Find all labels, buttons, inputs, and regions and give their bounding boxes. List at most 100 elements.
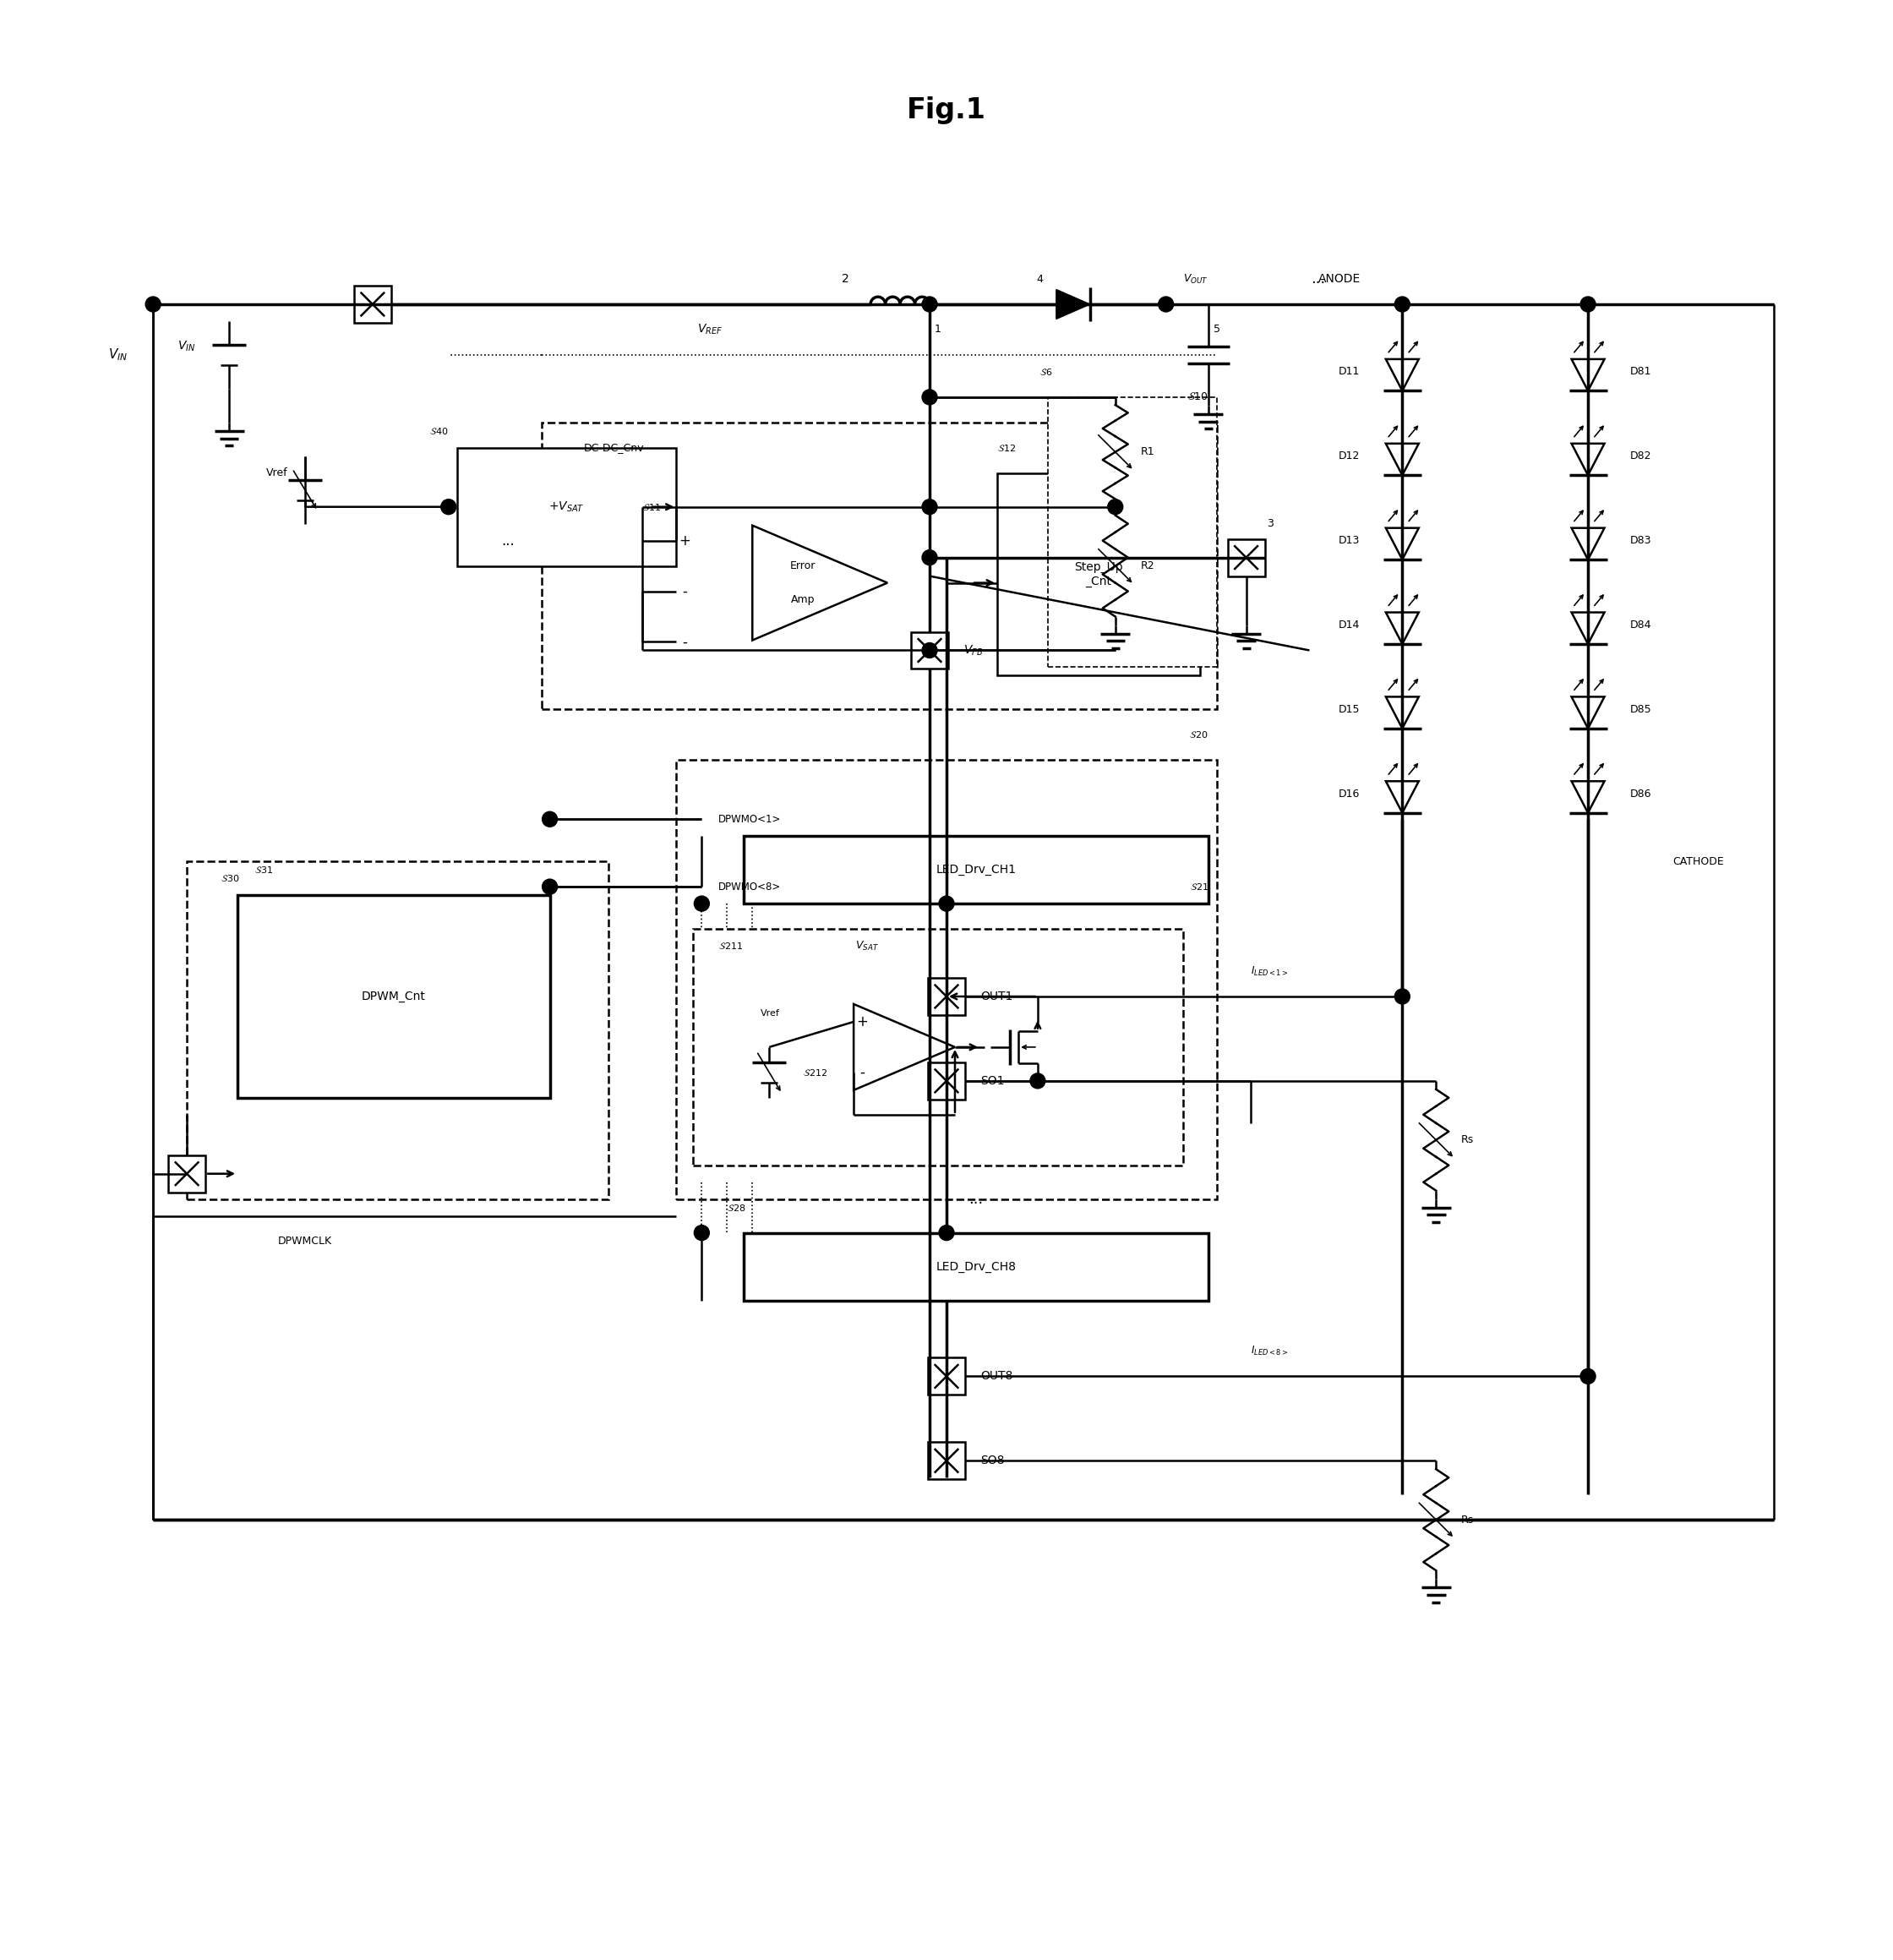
- Polygon shape: [1056, 290, 1090, 319]
- Text: $\mathcal{S}$6: $\mathcal{S}$6: [1039, 367, 1053, 376]
- Text: $\mathcal{S}$12: $\mathcal{S}$12: [998, 443, 1017, 453]
- Bar: [693, 929, 1183, 1166]
- Bar: [237, 896, 549, 1098]
- Bar: [168, 1154, 206, 1192]
- Text: Error: Error: [789, 561, 816, 572]
- Text: $V_{IN}$: $V_{IN}$: [178, 339, 195, 353]
- Text: Step_Up
_Cnt: Step_Up _Cnt: [1073, 563, 1123, 588]
- Text: 4: 4: [1035, 274, 1043, 284]
- Text: SO1: SO1: [981, 1074, 1005, 1086]
- Bar: [1049, 398, 1217, 666]
- Circle shape: [541, 880, 557, 894]
- Text: $I_{LED<1>}$: $I_{LED<1>}$: [1251, 964, 1287, 978]
- Circle shape: [922, 643, 937, 659]
- Bar: [187, 860, 610, 1200]
- Text: $\mathcal{S}$21: $\mathcal{S}$21: [1189, 882, 1208, 892]
- Circle shape: [1581, 296, 1596, 312]
- Text: -: -: [859, 1064, 865, 1080]
- Text: -: -: [681, 584, 687, 600]
- Text: Rs: Rs: [1461, 1515, 1475, 1525]
- Text: 3: 3: [1266, 517, 1274, 529]
- Text: D81: D81: [1630, 367, 1653, 376]
- Text: 2: 2: [842, 272, 848, 284]
- Text: ...: ...: [969, 1192, 982, 1207]
- Bar: [911, 631, 948, 668]
- Text: Vref: Vref: [267, 468, 288, 478]
- Bar: [354, 286, 392, 323]
- Text: Amp: Amp: [791, 594, 816, 606]
- Text: R1: R1: [1141, 447, 1155, 457]
- Text: D16: D16: [1338, 788, 1359, 800]
- Text: D11: D11: [1338, 367, 1359, 376]
- Text: D82: D82: [1630, 451, 1653, 463]
- Text: D83: D83: [1630, 535, 1653, 547]
- Circle shape: [541, 811, 557, 827]
- Text: +: +: [856, 1013, 869, 1029]
- Text: D85: D85: [1630, 704, 1653, 715]
- Bar: [744, 1233, 1208, 1299]
- Circle shape: [922, 551, 937, 564]
- Text: LED_Drv_CH8: LED_Drv_CH8: [935, 1260, 1017, 1272]
- Bar: [928, 1062, 965, 1100]
- Text: D13: D13: [1338, 535, 1359, 547]
- Text: $\mathcal{S}$10: $\mathcal{S}$10: [1187, 392, 1208, 402]
- Text: +: +: [680, 533, 691, 549]
- Text: $I_{LED<8>}$: $I_{LED<8>}$: [1251, 1345, 1287, 1358]
- Text: $\mathcal{S}$11: $\mathcal{S}$11: [642, 502, 661, 512]
- Text: ANODE: ANODE: [1318, 272, 1361, 284]
- Circle shape: [939, 896, 954, 911]
- Text: $\mathcal{S}$28: $\mathcal{S}$28: [727, 1201, 746, 1213]
- Circle shape: [1107, 500, 1123, 514]
- Bar: [998, 472, 1200, 676]
- Circle shape: [1159, 296, 1174, 312]
- Text: $\mathcal{S}$212: $\mathcal{S}$212: [803, 1068, 827, 1078]
- Text: $V_{REF}$: $V_{REF}$: [697, 323, 723, 337]
- Text: D12: D12: [1338, 451, 1359, 463]
- Text: $\mathcal{S}$40: $\mathcal{S}$40: [430, 425, 449, 435]
- Text: Fig.1: Fig.1: [907, 96, 986, 123]
- Text: $\mathcal{S}$20: $\mathcal{S}$20: [1189, 729, 1208, 739]
- Text: D86: D86: [1630, 788, 1653, 800]
- Bar: [928, 1358, 965, 1396]
- Circle shape: [1395, 296, 1410, 312]
- Text: DPWM_Cnt: DPWM_Cnt: [362, 990, 426, 1002]
- Text: $V_{FB}$: $V_{FB}$: [964, 643, 982, 657]
- Circle shape: [146, 296, 161, 312]
- Text: $V_{OUT}$: $V_{OUT}$: [1183, 272, 1208, 286]
- Text: DPWMCLK: DPWMCLK: [278, 1235, 331, 1247]
- Circle shape: [1581, 1368, 1596, 1384]
- Text: D15: D15: [1338, 704, 1359, 715]
- Circle shape: [1395, 990, 1410, 1004]
- Text: SO8: SO8: [981, 1454, 1005, 1466]
- Text: CATHODE: CATHODE: [1672, 857, 1725, 866]
- Circle shape: [922, 500, 937, 514]
- Circle shape: [922, 296, 937, 312]
- Text: DPWMO<1>: DPWMO<1>: [719, 813, 782, 825]
- Text: DC-DC_Cnv: DC-DC_Cnv: [583, 443, 644, 453]
- Circle shape: [1030, 1074, 1045, 1088]
- Text: $\mathcal{S}$211: $\mathcal{S}$211: [719, 941, 744, 951]
- Text: R2: R2: [1141, 561, 1155, 572]
- Circle shape: [695, 1225, 710, 1241]
- Text: $\mathcal{S}$31: $\mathcal{S}$31: [254, 864, 273, 874]
- Text: DPWMO<8>: DPWMO<8>: [719, 882, 782, 892]
- Bar: [928, 1443, 965, 1480]
- Text: D14: D14: [1338, 619, 1359, 631]
- Text: $+V_{SAT}$: $+V_{SAT}$: [549, 500, 585, 514]
- Text: $V_{SAT}$: $V_{SAT}$: [856, 939, 878, 953]
- Text: 5: 5: [1213, 323, 1219, 335]
- Text: $V_{IN}$: $V_{IN}$: [108, 347, 129, 363]
- Text: ...: ...: [1310, 270, 1325, 286]
- Bar: [541, 423, 1217, 710]
- Bar: [1227, 539, 1265, 576]
- Circle shape: [695, 896, 710, 911]
- Text: OUT8: OUT8: [981, 1370, 1013, 1382]
- Text: ...: ...: [502, 533, 515, 549]
- Bar: [928, 978, 965, 1015]
- Text: Vref: Vref: [761, 1009, 780, 1017]
- Text: OUT1: OUT1: [981, 990, 1013, 1002]
- Bar: [456, 447, 676, 566]
- Text: -: -: [681, 635, 687, 649]
- Circle shape: [441, 500, 456, 514]
- Text: D84: D84: [1630, 619, 1653, 631]
